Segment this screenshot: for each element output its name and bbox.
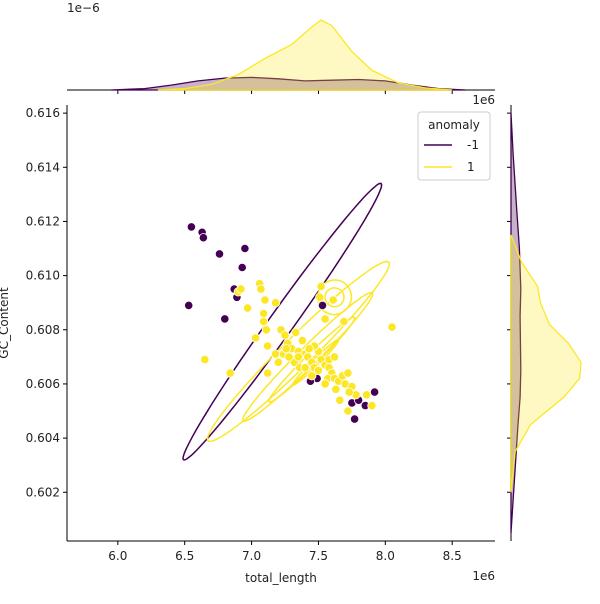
scatter-point-pos1 bbox=[258, 308, 269, 319]
x-offset-label: 1e6 bbox=[472, 569, 495, 583]
y-tick-label: 0.604 bbox=[26, 431, 60, 445]
y-tick-label: 0.616 bbox=[26, 106, 60, 120]
scatter-point-pos1 bbox=[307, 371, 317, 381]
scatter-point-pos1 bbox=[344, 387, 354, 397]
scatter-point-pos1 bbox=[273, 357, 283, 367]
y-tick-label: 0.610 bbox=[26, 269, 60, 283]
scatter-point-pos1 bbox=[258, 316, 269, 327]
scatter-point-neg1 bbox=[198, 233, 208, 243]
kde-contour-pos1 bbox=[324, 287, 345, 308]
scatter-point-pos1 bbox=[225, 368, 235, 378]
legend-box bbox=[417, 111, 491, 181]
scatter-point-pos1 bbox=[262, 341, 273, 351]
scatter-point-neg1 bbox=[220, 314, 230, 324]
scatter-point-pos1 bbox=[291, 327, 301, 338]
x-tick-label: 7.5 bbox=[309, 549, 328, 563]
scatter-point-pos1 bbox=[281, 344, 291, 354]
y-tick-label: 0.612 bbox=[26, 214, 60, 228]
x-tick-label: 7.0 bbox=[242, 549, 261, 563]
scatter-point-pos1 bbox=[200, 354, 210, 365]
scatter-point-pos1 bbox=[270, 298, 281, 308]
scatter-point-pos1 bbox=[320, 379, 330, 389]
scatter-point-pos1 bbox=[300, 363, 310, 373]
top-kde-pos1 bbox=[157, 19, 453, 91]
scatter-point-pos1 bbox=[316, 281, 326, 291]
kde-contour-neg1 bbox=[182, 182, 383, 461]
scatter-point-pos1 bbox=[262, 368, 273, 378]
kde-contour-pos1 bbox=[291, 338, 340, 386]
kde-contour-pos1 bbox=[268, 316, 356, 403]
scatter-point-pos1 bbox=[343, 406, 353, 416]
y-tick-label: 0.602 bbox=[26, 485, 60, 499]
scatter-point-pos1 bbox=[284, 352, 294, 362]
scatter-point-pos1 bbox=[261, 325, 271, 335]
y-offset-label: 1e6 bbox=[472, 93, 495, 107]
scatter-point-neg1 bbox=[349, 414, 360, 424]
x-axis-label: total_length bbox=[245, 571, 317, 585]
scatter-point-pos1 bbox=[320, 314, 330, 324]
top-marginal-plot bbox=[67, 19, 495, 94]
x-tick-label: 6.5 bbox=[175, 549, 194, 563]
scatter-point-pos1 bbox=[387, 322, 397, 332]
scatter-point-pos1 bbox=[243, 303, 253, 313]
scatter-point-neg1 bbox=[186, 222, 196, 232]
scatter-point-pos1 bbox=[361, 390, 372, 400]
right-kde-neg1 bbox=[510, 113, 522, 533]
y-tick-label: 0.608 bbox=[26, 323, 60, 337]
main-axes: 6.0 6.5 7.0 7.5 8.0 8.5 0.602 0.604 0.606 0.608 0.… bbox=[26, 105, 495, 563]
scatter-point-pos1 bbox=[256, 284, 266, 294]
scatter-point-pos1 bbox=[315, 292, 325, 302]
x-tick-label: 8.5 bbox=[443, 549, 462, 563]
y-tick-label: 0.606 bbox=[26, 377, 60, 391]
legend-label-pos1: 1 bbox=[467, 160, 475, 174]
scatter-point-neg1 bbox=[237, 262, 247, 273]
scatter-point-pos1 bbox=[293, 352, 303, 362]
scatter-point-pos1 bbox=[270, 349, 281, 359]
top-marginal-offset-label: 1e−6 bbox=[67, 1, 100, 15]
right-marginal-plot bbox=[507, 105, 582, 541]
x-tick-label: 8.0 bbox=[376, 549, 395, 563]
scatter-point-pos1 bbox=[329, 352, 340, 362]
scatter-point-pos1 bbox=[260, 295, 270, 305]
legend: anomaly -1 1 bbox=[417, 111, 491, 181]
y-tick-label: 0.614 bbox=[26, 160, 60, 174]
scatter-point-pos1 bbox=[367, 400, 377, 411]
legend-label-neg1: -1 bbox=[467, 138, 479, 152]
scatter-point-pos1 bbox=[335, 395, 345, 405]
scatter-point-pos1 bbox=[280, 330, 290, 340]
y-axis-label: GC_Content bbox=[0, 287, 11, 359]
scatter-point-neg1 bbox=[184, 300, 194, 310]
x-tick-label: 6.0 bbox=[108, 549, 127, 563]
scatter-point-neg1 bbox=[214, 249, 225, 259]
scatter-point-pos1 bbox=[297, 335, 307, 346]
scatter-point-pos1 bbox=[331, 384, 341, 394]
main-scatter-plot bbox=[182, 182, 397, 461]
scatter-point-pos1 bbox=[236, 284, 246, 294]
scatter-point-pos1 bbox=[328, 295, 338, 305]
scatter-point-neg1 bbox=[369, 387, 380, 397]
scatter-point-pos1 bbox=[313, 365, 323, 375]
right-kde-pos1 bbox=[510, 234, 582, 493]
scatter-point-pos1 bbox=[304, 344, 314, 354]
scatter-point-pos1 bbox=[339, 316, 349, 327]
scatter-point-neg1 bbox=[240, 243, 250, 254]
scatter-point-neg1 bbox=[317, 300, 328, 310]
scatter-point-pos1 bbox=[343, 368, 353, 378]
legend-title: anomaly bbox=[428, 118, 480, 132]
scatter-point-pos1 bbox=[251, 333, 261, 343]
